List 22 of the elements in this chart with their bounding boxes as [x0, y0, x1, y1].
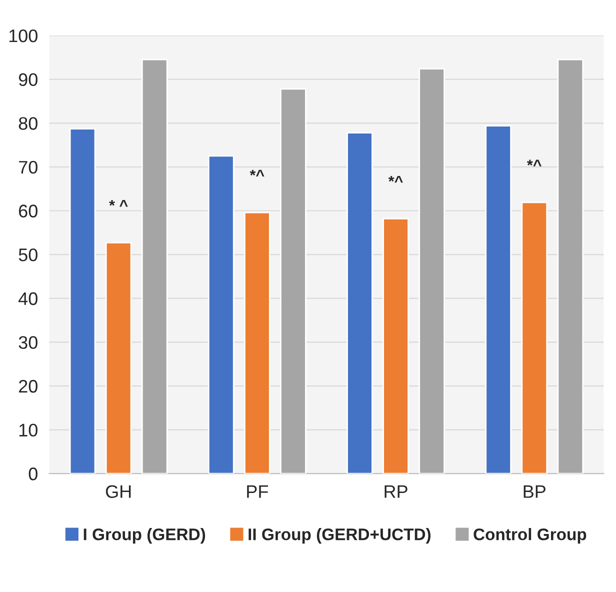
y-tick-label: 30: [18, 336, 38, 349]
y-tick-label: 20: [18, 380, 38, 393]
legend-label: I Group (GERD): [84, 528, 206, 544]
annotation: * ^: [109, 200, 128, 207]
y-tick-label: 50: [18, 248, 38, 262]
y-tick-label: 60: [19, 204, 38, 218]
annotation: *^: [250, 170, 264, 177]
annotation: *^: [526, 160, 542, 166]
x-tick-label: RP: [384, 485, 408, 498]
x-tick-label: PF: [247, 485, 268, 498]
annotation: *^: [388, 176, 403, 183]
y-tick-label: 100: [9, 29, 38, 42]
legend-label: II Group (GERD+UCTD): [248, 528, 431, 544]
x-tick-label: GH: [106, 485, 131, 498]
y-tick-label: 70: [19, 160, 38, 174]
y-tick-label: 40: [18, 292, 38, 306]
y-tick-label: 0: [28, 468, 38, 480]
y-tick-label: 80: [18, 117, 38, 130]
x-tick-label: BP: [524, 485, 546, 498]
legend-label: Control Group: [474, 528, 586, 544]
y-tick-label: 10: [19, 424, 38, 437]
y-tick-label: 90: [18, 73, 38, 86]
